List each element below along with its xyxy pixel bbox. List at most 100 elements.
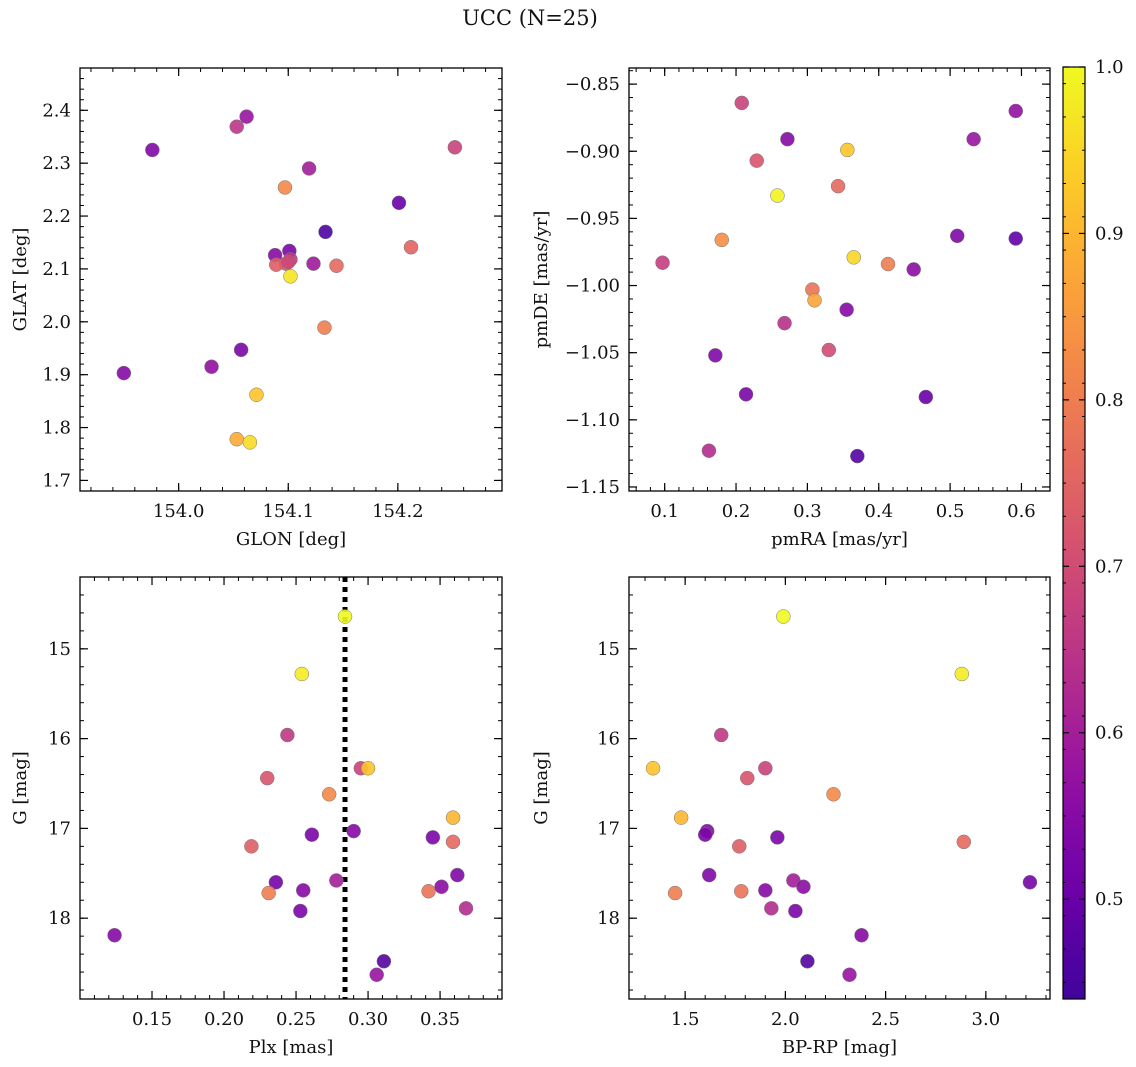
- data-point: [708, 348, 723, 363]
- data-point: [391, 195, 407, 211]
- data-point: [425, 830, 441, 845]
- y-tick-label: 18: [597, 908, 620, 929]
- x-axis-label: GLON [deg]: [236, 529, 346, 550]
- data-point: [204, 359, 219, 374]
- data-point: [800, 954, 815, 969]
- data-point: [239, 109, 254, 124]
- data-point: [259, 770, 275, 786]
- panel-glon-glat: 154.0 154.1 154.2 1.7 1.8 1.9 2.0 2.1 2.2 2.3 2.4 G…: [10, 67, 503, 550]
- data-point: [880, 256, 896, 272]
- x-tick-label: 2.0: [771, 1009, 800, 1030]
- data-point: [701, 867, 717, 883]
- x-axis-label: BP-RP [mag]: [782, 1037, 897, 1058]
- data-point: [283, 269, 298, 284]
- data-point: [954, 666, 970, 682]
- data-point: [830, 178, 846, 194]
- data-point: [956, 834, 972, 850]
- data-point: [458, 901, 474, 916]
- x-tick-label: 0.1: [650, 501, 679, 522]
- y-tick-label: 2.0: [42, 312, 71, 333]
- data-point: [770, 188, 785, 203]
- x-tick-label: 0.6: [1007, 501, 1036, 522]
- data-point: [329, 258, 344, 274]
- data-point: [107, 928, 122, 943]
- data-point: [329, 873, 344, 888]
- data-point: [842, 967, 857, 983]
- data-point: [734, 884, 749, 899]
- y-tick-label: 16: [597, 729, 620, 750]
- data-point: [846, 250, 862, 265]
- data-point: [229, 119, 244, 134]
- data-point: [242, 435, 258, 450]
- y-tick-label: 17: [597, 818, 620, 839]
- data-point: [758, 760, 773, 776]
- y-tick-label: 18: [48, 908, 71, 929]
- data-point: [261, 885, 276, 901]
- colorbar: 0.5 0.6 0.7 0.8 0.9 1.0: [1062, 57, 1124, 1000]
- data-point: [738, 387, 754, 402]
- data-point: [740, 770, 755, 786]
- x-tick-label: 0.5: [936, 501, 965, 522]
- data-point: [376, 954, 392, 969]
- y-tick-label: 1.9: [42, 365, 71, 386]
- data-point: [293, 903, 308, 919]
- x-tick-label: 154.1: [262, 501, 314, 522]
- data-point: [337, 609, 353, 624]
- data-point: [294, 666, 310, 682]
- colorbar-tick-label: 0.7: [1095, 556, 1124, 577]
- data-point: [317, 320, 332, 335]
- data-point: [839, 302, 854, 317]
- x-axis-label: Plx [mas]: [249, 1037, 334, 1058]
- data-point: [1008, 231, 1023, 246]
- data-point: [732, 839, 747, 854]
- x-tick-label: 0.25: [276, 1009, 316, 1030]
- colorbar-frame: [1062, 66, 1086, 1000]
- x-tick-label: 0.3: [793, 501, 822, 522]
- x-tick-label: 0.2: [722, 501, 751, 522]
- data-point: [421, 884, 436, 899]
- x-tick-label: 0.35: [420, 1009, 460, 1030]
- data-point: [445, 810, 461, 825]
- y-axis-label: pmDE [mas/yr]: [531, 211, 552, 349]
- y-tick-label: −1.00: [565, 276, 620, 297]
- data-point: [713, 727, 729, 743]
- data-point: [360, 760, 376, 776]
- data-point: [796, 879, 811, 895]
- data-point: [655, 255, 670, 270]
- data-point: [850, 448, 865, 464]
- axes-frame: [79, 67, 503, 492]
- y-tick-label: −1.10: [565, 410, 620, 431]
- data-point: [306, 256, 321, 271]
- y-tick-label: 17: [48, 818, 71, 839]
- data-point: [304, 827, 320, 842]
- data-point: [321, 787, 337, 802]
- data-point: [780, 131, 795, 147]
- y-tick-label: 1.7: [42, 470, 71, 491]
- x-tick-label: 154.2: [372, 501, 424, 522]
- y-tick-label: 16: [48, 729, 71, 750]
- y-axis-label: G [mag]: [531, 751, 552, 824]
- data-point: [966, 131, 981, 147]
- data-point: [346, 823, 361, 839]
- x-tick-label: 3.0: [972, 1009, 1001, 1030]
- data-point: [280, 727, 295, 743]
- data-point: [268, 257, 284, 272]
- data-point: [116, 365, 132, 381]
- y-tick-label: −1.05: [565, 343, 620, 364]
- data-point: [807, 293, 822, 308]
- data-point: [281, 254, 296, 270]
- data-point: [821, 342, 837, 358]
- data-point: [776, 609, 791, 624]
- y-tick-label: 2.3: [42, 153, 71, 174]
- data-point: [840, 142, 855, 158]
- data-point: [447, 140, 463, 155]
- data-point: [244, 839, 259, 854]
- data-point: [229, 431, 244, 447]
- data-point: [758, 883, 773, 898]
- data-point: [301, 161, 317, 176]
- y-tick-label: −0.95: [565, 208, 620, 229]
- panel-plx-g: 0.15 0.20 0.25 0.30 0.35 15 16 17 18 Plx [mas] G […: [10, 576, 503, 1058]
- y-tick-label: −0.90: [565, 141, 620, 162]
- data-point: [714, 232, 730, 248]
